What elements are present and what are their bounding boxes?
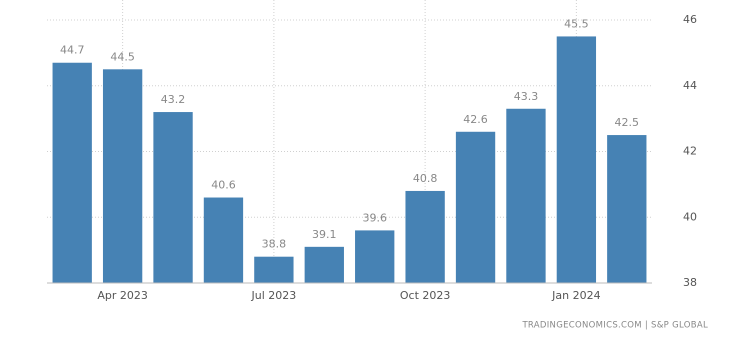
bar <box>506 108 546 283</box>
x-tick-label: Oct 2023 <box>400 289 451 302</box>
bar <box>304 246 344 283</box>
y-tick-label: 40 <box>683 210 697 223</box>
data-label: 39.1 <box>312 228 337 241</box>
bar <box>203 197 244 283</box>
x-tick-label: Jul 2023 <box>250 289 296 302</box>
bar <box>153 112 193 283</box>
bar <box>455 131 496 283</box>
bar <box>607 135 647 283</box>
data-label: 38.8 <box>262 238 287 251</box>
y-tick-label: 44 <box>683 79 697 92</box>
y-tick-label: 38 <box>683 276 697 289</box>
bar <box>355 230 395 283</box>
bar <box>52 62 92 283</box>
bar <box>254 256 294 283</box>
bar <box>102 69 143 283</box>
data-label: 39.6 <box>362 211 387 224</box>
data-label: 44.7 <box>60 44 85 57</box>
y-tick-label: 46 <box>683 13 697 26</box>
bar <box>556 36 597 283</box>
data-label: 40.8 <box>413 172 438 185</box>
data-label: 45.5 <box>564 17 589 30</box>
x-tick-label: Apr 2023 <box>97 289 148 302</box>
x-tick-label: Jan 2024 <box>551 289 600 302</box>
data-label: 43.2 <box>161 93 186 106</box>
data-label: 42.6 <box>463 113 488 126</box>
data-label: 40.6 <box>211 179 236 192</box>
bar <box>405 190 445 283</box>
data-label: 42.5 <box>615 116 640 129</box>
y-tick-label: 42 <box>683 145 697 158</box>
source: TRADINGECONOMICS.COM | S&P GLOBAL <box>521 321 708 331</box>
data-label: 44.5 <box>110 50 135 63</box>
data-label: 43.3 <box>514 90 539 103</box>
